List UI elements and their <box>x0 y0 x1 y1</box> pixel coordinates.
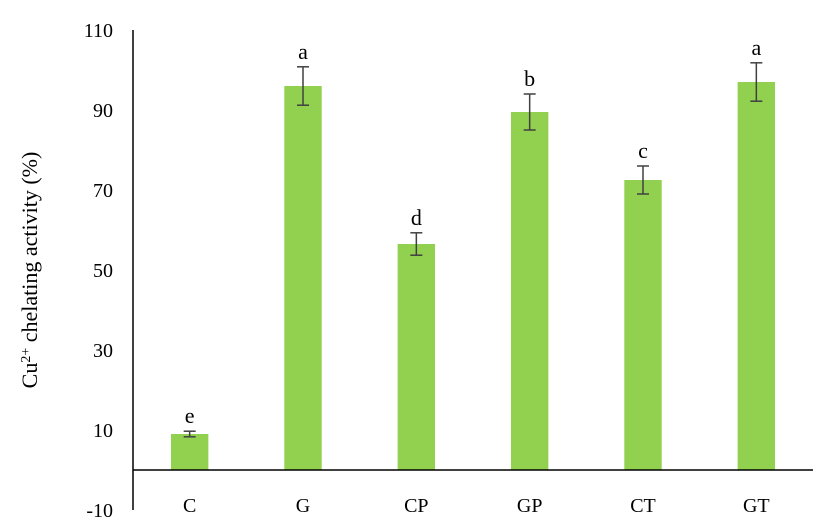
x-tick-label: CT <box>630 495 656 517</box>
data-labels: e a d b c a <box>185 35 762 428</box>
data-label: c <box>638 138 648 163</box>
bar-g <box>284 86 322 470</box>
error-bar-gt <box>750 62 763 102</box>
x-tick-label: G <box>296 495 310 517</box>
svg-text:Cu2+ chelating activity (%): Cu2+ chelating activity (%) <box>17 152 42 389</box>
y-tick-label: 50 <box>93 260 113 282</box>
x-tick-label: CP <box>404 495 428 517</box>
y-tick-label: 110 <box>84 20 113 42</box>
x-tick-label: C <box>183 495 196 517</box>
y-axis-tick-labels: -10 10 30 50 70 90 110 <box>84 20 113 522</box>
error-bar-g <box>297 66 309 106</box>
bar-c <box>170 434 209 470</box>
error-bar-gp <box>523 93 536 131</box>
bars <box>170 82 776 470</box>
y-tick-label: 30 <box>93 340 113 362</box>
y-tick-label: -10 <box>86 500 113 522</box>
data-label: a <box>751 35 761 60</box>
error-bars <box>183 62 763 438</box>
x-axis-tick-labels: C G CP GP CT GT <box>183 495 770 517</box>
y-tick-label: 70 <box>93 180 113 202</box>
y-axis-title-base: Cu <box>17 363 42 389</box>
y-axis-title: Cu2+ chelating activity (%) <box>17 152 42 389</box>
error-bar-ct <box>637 165 649 195</box>
x-tick-label: GT <box>743 495 770 517</box>
bar-ct <box>624 180 662 470</box>
y-tick-label: 90 <box>93 100 113 122</box>
error-bar-cp <box>410 232 423 256</box>
bar-cp <box>397 244 436 470</box>
bar-gp <box>510 112 549 470</box>
data-label: e <box>185 403 195 428</box>
y-axis-title-rest: chelating activity (%) <box>17 152 42 348</box>
bar-gt <box>737 82 776 470</box>
data-label: b <box>524 66 535 91</box>
data-label: d <box>411 205 422 230</box>
y-axis-title-superscript: 2+ <box>19 348 34 363</box>
data-label: a <box>298 39 308 64</box>
error-bar-c <box>183 430 196 438</box>
x-tick-label: GP <box>517 495 543 517</box>
y-tick-label: 10 <box>93 420 113 442</box>
